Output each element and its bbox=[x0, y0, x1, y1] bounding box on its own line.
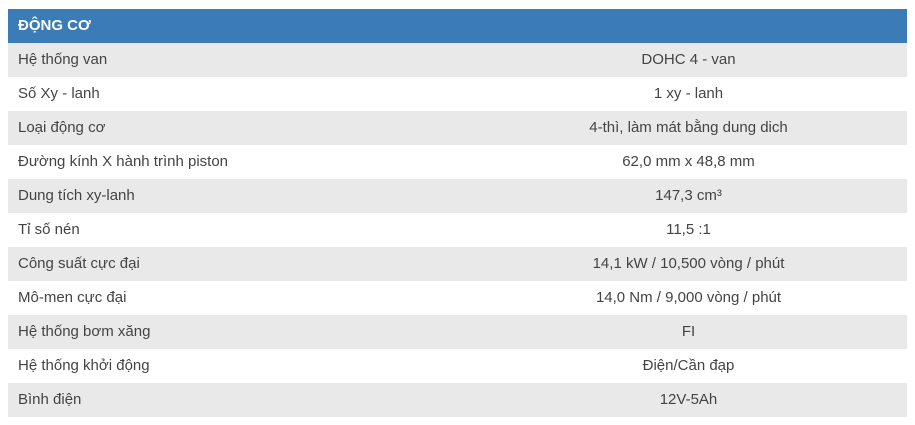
table-row: Hệ thống khởi động Điện/Cần đạp bbox=[8, 349, 907, 383]
spec-value: 12V-5Ah bbox=[659, 391, 718, 408]
spec-label: Hệ thống van bbox=[18, 51, 108, 68]
spec-label: Dung tích xy-lanh bbox=[18, 187, 135, 204]
spec-label: Tỉ số nén bbox=[18, 221, 80, 238]
table-row: Hệ thống van DOHC 4 - van bbox=[8, 43, 907, 77]
spec-label: Bình điện bbox=[18, 391, 82, 408]
spec-value: 147,3 cm³ bbox=[655, 187, 722, 204]
table-body: Hệ thống van DOHC 4 - van Số Xy - lanh 1 xy… bbox=[8, 43, 907, 417]
table-row: Hệ thống bơm xăng FI bbox=[8, 315, 907, 349]
spec-value: 62,0 mm x 48,8 mm bbox=[622, 153, 755, 170]
table-row: Tỉ số nén 11,5 :1 bbox=[8, 213, 907, 247]
spec-label: Hệ thống khởi động bbox=[18, 357, 150, 374]
spec-label: Công suất cực đại bbox=[18, 255, 140, 272]
spec-value: 11,5 :1 bbox=[666, 221, 711, 238]
spec-label: Mô-men cực đại bbox=[18, 289, 127, 306]
table-row: Mô-men cực đại 14,0 Nm / 9,000 vòng / phú… bbox=[8, 281, 907, 315]
table-header: ĐỘNG CƠ bbox=[8, 9, 907, 43]
spec-value: 14,1 kW / 10,500 vòng / phút bbox=[592, 255, 785, 272]
spec-value: 4-thì, làm mát bằng dung dich bbox=[589, 119, 788, 136]
spec-value: 14,0 Nm / 9,000 vòng / phút bbox=[595, 289, 782, 306]
spec-label: Số Xy - lanh bbox=[18, 85, 100, 102]
spec-label: Hệ thống bơm xăng bbox=[18, 323, 151, 340]
table-row: Số Xy - lanh 1 xy - lanh bbox=[8, 77, 907, 111]
table-row: Bình điện 12V-5Ah bbox=[8, 383, 907, 417]
spec-label: Đường kính X hành trình piston bbox=[18, 153, 228, 170]
spec-value: FI bbox=[681, 323, 696, 340]
spec-value: Điện/Cần đạp bbox=[642, 357, 735, 374]
spec-value: 1 xy - lanh bbox=[653, 85, 724, 102]
spec-label: Loại động cơ bbox=[18, 119, 106, 136]
spec-value: DOHC 4 - van bbox=[641, 51, 736, 68]
table-row: Loại động cơ 4-thì, làm mát bằng dung dic… bbox=[8, 111, 907, 145]
table-row: Dung tích xy-lanh 147,3 cm³ bbox=[8, 179, 907, 213]
spec-table: ĐỘNG CƠ Hệ thống van DOHC 4 - van Số Xy - … bbox=[8, 9, 907, 417]
table-row: Đường kính X hành trình piston 62,0 mm x … bbox=[8, 145, 907, 179]
table-row: Công suất cực đại 14,1 kW / 10,500 vòng /… bbox=[8, 247, 907, 281]
